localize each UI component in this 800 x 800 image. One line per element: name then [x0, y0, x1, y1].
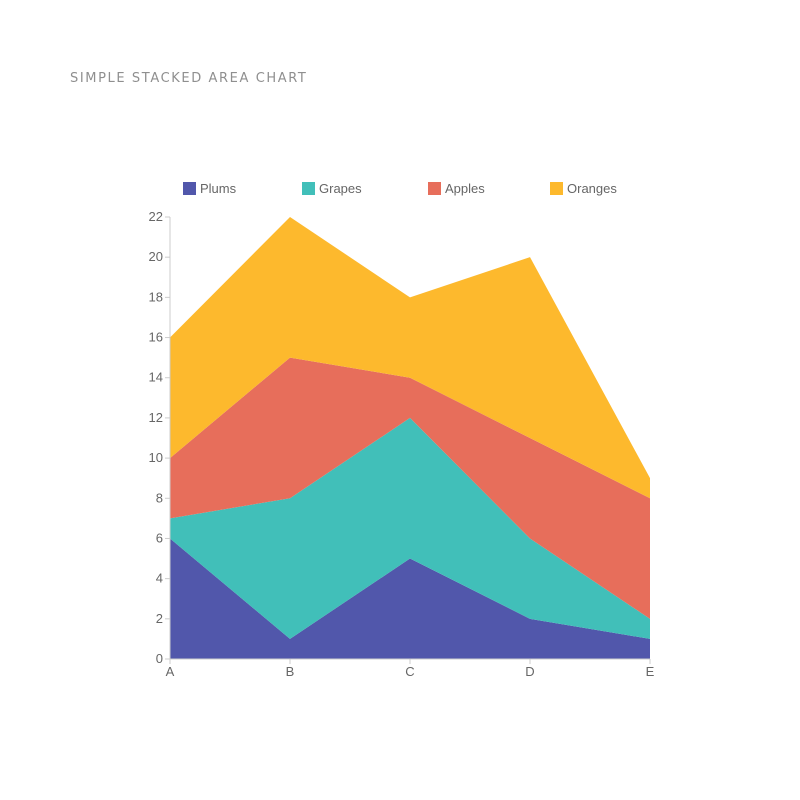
legend-swatch: [550, 182, 563, 195]
y-tick-label: 18: [149, 289, 163, 304]
chart-title: SIMPLE STACKED AREA CHART: [70, 71, 308, 86]
area-oranges: [170, 217, 650, 499]
x-tick-label: B: [286, 664, 295, 679]
legend: Plums Grapes Apples Oranges: [183, 181, 617, 196]
y-tick-label: 14: [149, 370, 163, 385]
y-tick-label: 2: [156, 611, 163, 626]
x-tick-label: C: [405, 664, 414, 679]
y-tick-label: 10: [149, 450, 163, 465]
legend-swatch: [183, 182, 196, 195]
y-tick-label: 22: [149, 209, 163, 224]
x-tick-label: A: [166, 664, 175, 679]
area-apples: [170, 357, 650, 619]
y-tick-label: 20: [149, 249, 163, 264]
y-tick-label: 8: [156, 490, 163, 505]
area-grapes: [170, 417, 650, 639]
y-tick-label: 6: [156, 530, 163, 545]
axes-layer: 0 2 4 6 8 10 12 14 16 18 20 22 A B C D E: [149, 209, 655, 679]
legend-item-plums: Plums: [183, 181, 237, 196]
legend-label: Apples: [445, 181, 485, 196]
area-plums: [170, 538, 650, 659]
x-tick-label: E: [646, 664, 655, 679]
legend-label: Grapes: [319, 181, 362, 196]
y-tick-label: 12: [149, 410, 163, 425]
legend-label: Plums: [200, 181, 237, 196]
legend-label: Oranges: [567, 181, 617, 196]
legend-item-oranges: Oranges: [550, 181, 617, 196]
legend-swatch: [302, 182, 315, 195]
x-tick-label: D: [525, 664, 534, 679]
y-tick-label: 0: [156, 651, 163, 666]
legend-item-grapes: Grapes: [302, 181, 362, 196]
legend-item-apples: Apples: [428, 181, 485, 196]
legend-swatch: [428, 182, 441, 195]
y-tick-label: 4: [156, 571, 163, 586]
y-tick-label: 16: [149, 330, 163, 345]
areas-layer: [170, 217, 650, 659]
